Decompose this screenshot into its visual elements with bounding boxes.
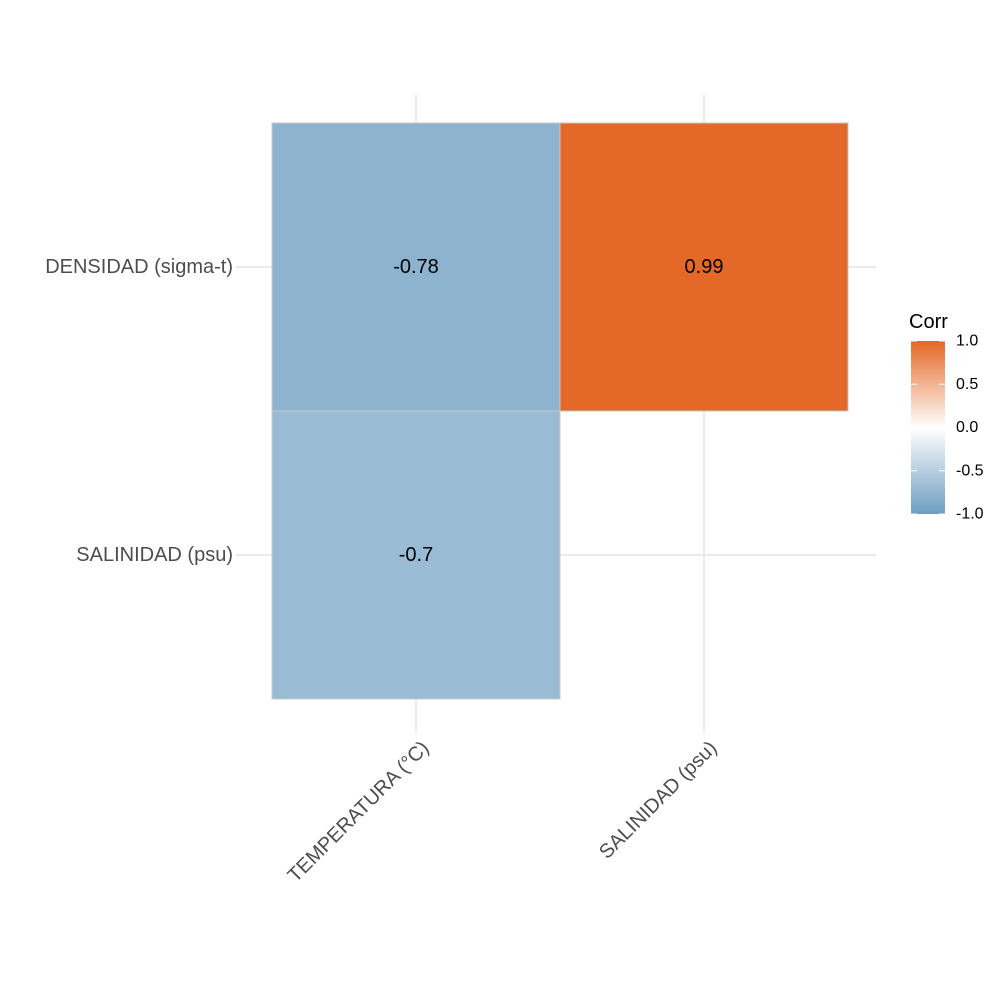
heatmap-cell [559, 122, 849, 412]
cell-value-label: 0.99 [685, 256, 724, 278]
cell-value-label: -0.7 [399, 544, 433, 566]
legend-tick-label: -1.0 [956, 506, 984, 523]
legend-tick-label: 0.5 [956, 376, 978, 393]
x-axis-tick-label: SALINIDAD (psu) [595, 737, 721, 863]
cell-labels: -0.78 0.99 -0.7 [393, 256, 723, 566]
y-axis-tick-label: SALINIDAD (psu) [76, 544, 233, 566]
legend: Corr 1.0 0.5 0.0 -0.5 -1.0 [909, 311, 984, 523]
legend-tick-label: 1.0 [956, 333, 978, 350]
legend-title: Corr [909, 311, 948, 333]
heatmap-cells [271, 122, 849, 700]
legend-tick-label: 0.0 [956, 419, 978, 436]
cell-value-label: -0.78 [393, 256, 439, 278]
legend-tick-label: -0.5 [956, 462, 984, 479]
heatmap-cell [271, 410, 561, 700]
y-axis-tick-label: DENSIDAD (sigma-t) [45, 256, 233, 278]
heatmap-cell [271, 122, 561, 412]
x-axis-tick-label: TEMPERATURA (°C) [284, 737, 434, 887]
